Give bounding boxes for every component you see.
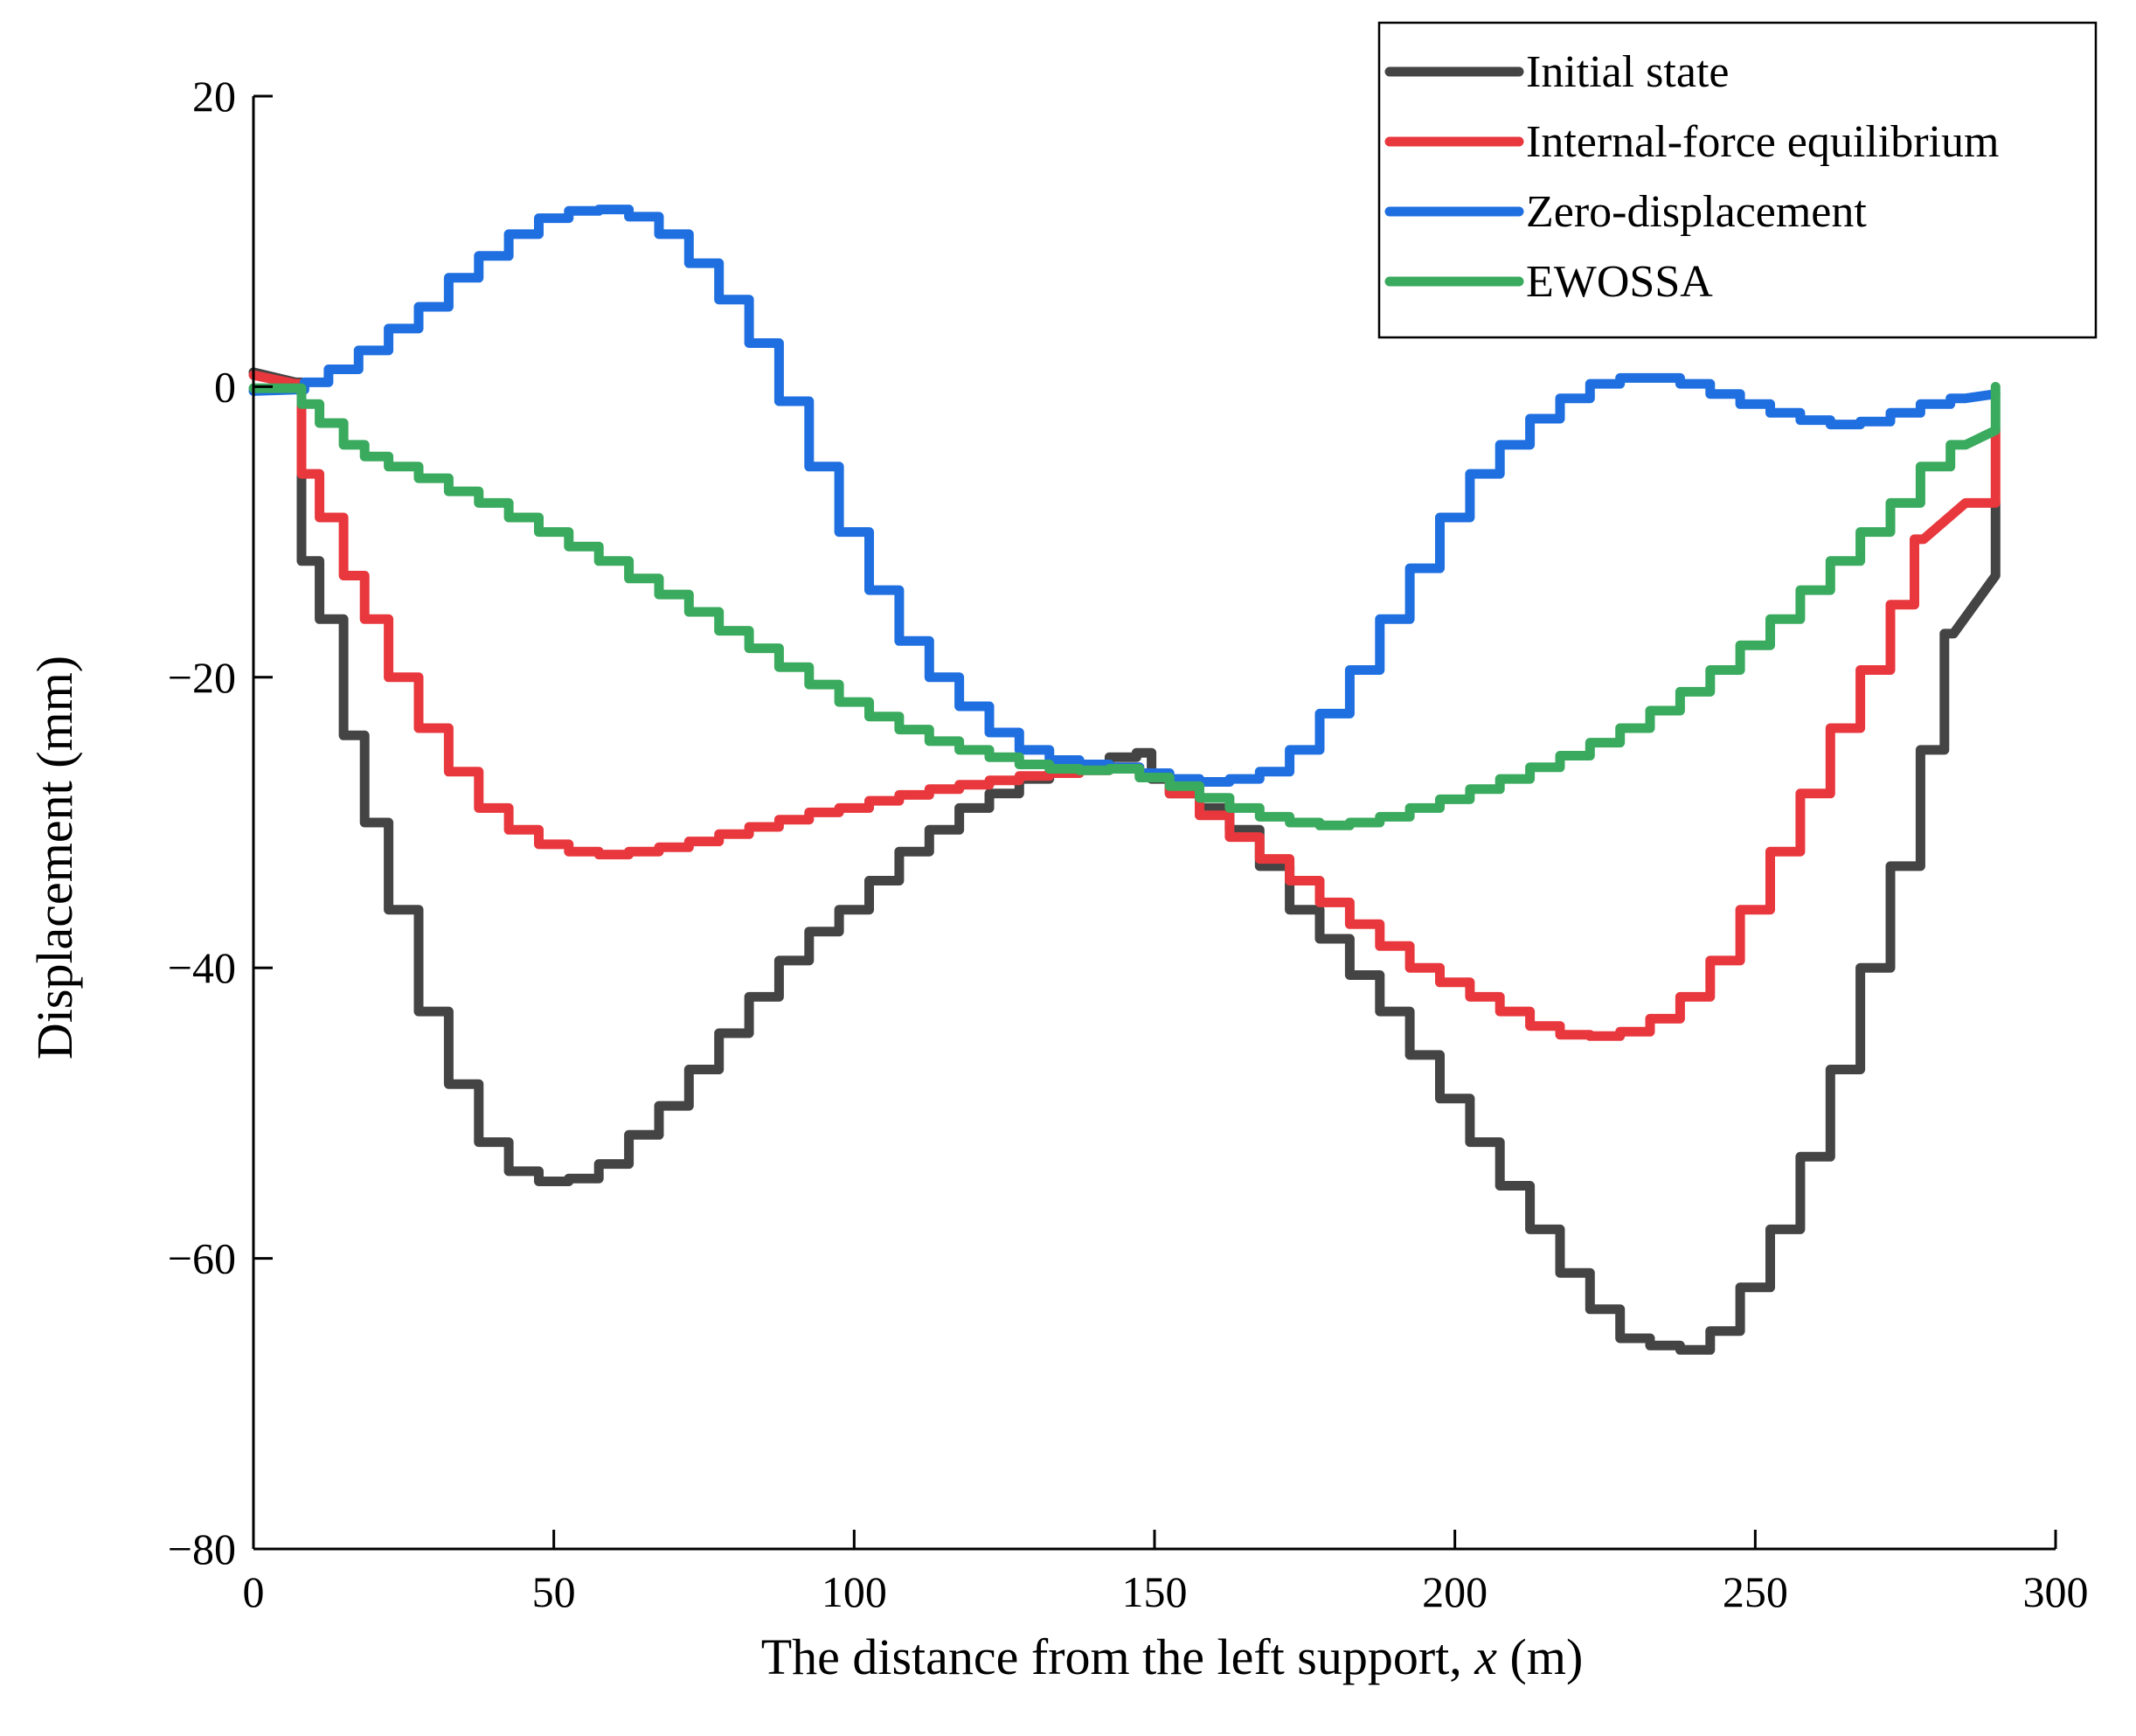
x-axis-title-prefix: The distance from the left support,	[761, 1628, 1475, 1685]
legend-label-1: Initial state	[1526, 47, 1729, 97]
x-tick-label: 200	[1422, 1567, 1488, 1616]
series-line-2	[248, 370, 2001, 1041]
x-tick-label: 250	[1723, 1567, 1788, 1616]
y-tick-label: −40	[168, 943, 236, 992]
y-tick-label: −60	[168, 1234, 236, 1283]
x-tick-label: 150	[1122, 1567, 1188, 1616]
x-axis-title: The distance from the left support, x (m…	[761, 1628, 1584, 1685]
series-layer	[248, 205, 2001, 1355]
legend: Initial state Internal-force equilibrium Z…	[1377, 21, 2098, 339]
legend-label-2: Internal-force equilibrium	[1526, 117, 1999, 167]
series-line-1	[248, 367, 2001, 1355]
x-tick-label: 50	[532, 1567, 576, 1616]
x-axis-title-variable: x	[1474, 1628, 1497, 1685]
x-tick-label: 300	[2023, 1567, 2089, 1616]
legend-label-4: EWOSSA	[1526, 257, 1713, 307]
y-tick-label: 20	[192, 72, 236, 121]
x-tick-label: 0	[243, 1567, 265, 1616]
y-tick-label: 0	[214, 362, 236, 411]
series-line-4	[248, 381, 2001, 830]
y-axis-title: Displacement (mm)	[26, 656, 83, 1059]
y-tick-label: −20	[168, 653, 236, 702]
legend-label-3: Zero-displacement	[1526, 187, 1867, 237]
x-axis-title-suffix: (m)	[1497, 1628, 1583, 1685]
y-tick-label: −80	[168, 1524, 236, 1573]
x-tick-label: 100	[822, 1567, 887, 1616]
